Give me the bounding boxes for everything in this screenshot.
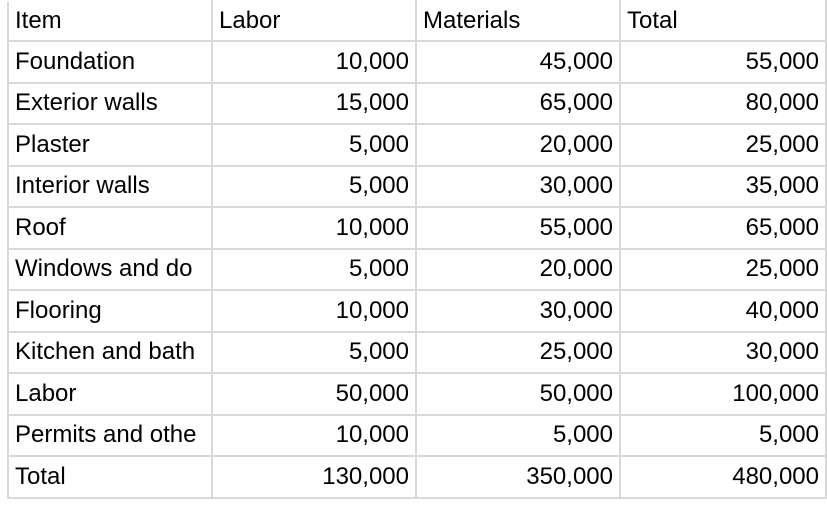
cell-labor[interactable]: 5,000 <box>211 164 417 208</box>
cell-item[interactable]: Total <box>7 455 213 499</box>
table-row: Labor 50,000 50,000 100,000 <box>7 372 827 416</box>
cell-materials[interactable]: 55,000 <box>415 206 621 250</box>
cell-labor[interactable]: 15,000 <box>211 81 417 125</box>
cell-item[interactable]: Roof <box>7 206 213 250</box>
cell-total[interactable]: 100,000 <box>619 372 827 416</box>
cell-total[interactable]: 80,000 <box>619 81 827 125</box>
cell-materials[interactable]: 30,000 <box>415 289 621 333</box>
cell-materials[interactable]: 350,000 <box>415 455 621 499</box>
table-row: Windows and do 5,000 20,000 25,000 <box>7 247 827 291</box>
table-row: Exterior walls 15,000 65,000 80,000 <box>7 81 827 125</box>
header-cell-materials[interactable]: Materials <box>415 0 621 42</box>
header-cell-labor[interactable]: Labor <box>211 0 417 42</box>
total-row: Total 130,000 350,000 480,000 <box>7 455 827 499</box>
cell-item[interactable]: Foundation <box>7 40 213 84</box>
cell-labor[interactable]: 10,000 <box>211 206 417 250</box>
table-row: Kitchen and bath 5,000 25,000 30,000 <box>7 330 827 374</box>
cell-labor[interactable]: 10,000 <box>211 40 417 84</box>
cell-total[interactable]: 25,000 <box>619 247 827 291</box>
cell-total[interactable]: 480,000 <box>619 455 827 499</box>
cell-materials[interactable]: 25,000 <box>415 330 621 374</box>
cell-labor[interactable]: 5,000 <box>211 247 417 291</box>
cell-labor[interactable]: 10,000 <box>211 413 417 457</box>
spreadsheet-table: Item Labor Materials Total Foundation 10… <box>7 0 827 499</box>
cell-labor[interactable]: 5,000 <box>211 123 417 167</box>
cell-item[interactable]: Flooring <box>7 289 213 333</box>
cell-materials[interactable]: 45,000 <box>415 40 621 84</box>
cell-labor[interactable]: 5,000 <box>211 330 417 374</box>
cell-total[interactable]: 55,000 <box>619 40 827 84</box>
table-row: Flooring 10,000 30,000 40,000 <box>7 289 827 333</box>
header-row: Item Labor Materials Total <box>7 0 827 42</box>
table-row: Foundation 10,000 45,000 55,000 <box>7 40 827 84</box>
cell-materials[interactable]: 20,000 <box>415 247 621 291</box>
cell-total[interactable]: 5,000 <box>619 413 827 457</box>
cell-item[interactable]: Kitchen and bath <box>7 330 213 374</box>
cell-total[interactable]: 25,000 <box>619 123 827 167</box>
cell-total[interactable]: 40,000 <box>619 289 827 333</box>
cell-item[interactable]: Exterior walls <box>7 81 213 125</box>
table-row: Interior walls 5,000 30,000 35,000 <box>7 164 827 208</box>
cell-item[interactable]: Labor <box>7 372 213 416</box>
cell-item[interactable]: Interior walls <box>7 164 213 208</box>
cell-materials[interactable]: 65,000 <box>415 81 621 125</box>
table-row: Permits and othe 10,000 5,000 5,000 <box>7 413 827 457</box>
cell-total[interactable]: 30,000 <box>619 330 827 374</box>
cell-total[interactable]: 65,000 <box>619 206 827 250</box>
cell-materials[interactable]: 50,000 <box>415 372 621 416</box>
cell-labor[interactable]: 10,000 <box>211 289 417 333</box>
table-row: Plaster 5,000 20,000 25,000 <box>7 123 827 167</box>
cell-item[interactable]: Windows and do <box>7 247 213 291</box>
cell-materials[interactable]: 20,000 <box>415 123 621 167</box>
cell-item[interactable]: Plaster <box>7 123 213 167</box>
cell-total[interactable]: 35,000 <box>619 164 827 208</box>
cell-labor[interactable]: 50,000 <box>211 372 417 416</box>
table-row: Roof 10,000 55,000 65,000 <box>7 206 827 250</box>
cell-materials[interactable]: 30,000 <box>415 164 621 208</box>
cell-materials[interactable]: 5,000 <box>415 413 621 457</box>
header-cell-total[interactable]: Total <box>619 0 827 42</box>
cell-item[interactable]: Permits and othe <box>7 413 213 457</box>
header-cell-item[interactable]: Item <box>7 0 213 42</box>
cell-labor[interactable]: 130,000 <box>211 455 417 499</box>
